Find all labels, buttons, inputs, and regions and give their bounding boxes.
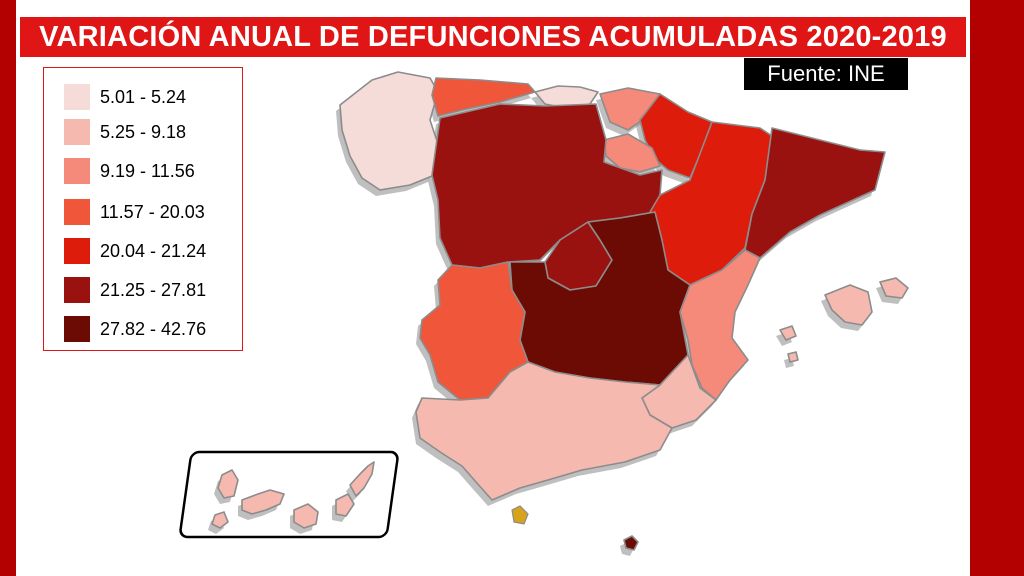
legend-item: 9.19 - 11.56 <box>64 158 239 184</box>
region-illes-balears-part-3 <box>779 325 797 341</box>
legend-swatch <box>64 84 90 110</box>
region-illes-balears-part-4 <box>787 351 799 363</box>
legend-swatch <box>64 238 90 264</box>
legend-item: 5.01 - 5.24 <box>64 84 239 110</box>
legend-swatch <box>64 316 90 342</box>
source-label: Fuente: INE <box>744 58 908 90</box>
legend-label: 9.19 - 11.56 <box>100 161 195 181</box>
legend-label: 11.57 - 20.03 <box>100 202 205 222</box>
region-comunitat-valenciana <box>679 249 761 401</box>
region-la-rioja <box>603 133 661 173</box>
region-canarias-part-6 <box>349 461 375 497</box>
legend-item: 20.04 - 21.24 <box>64 238 239 264</box>
legend: 5.01 - 5.24 5.25 - 9.18 9.19 - 11.56 11.57 … <box>43 67 243 351</box>
legend-item: 11.57 - 20.03 <box>64 199 239 225</box>
regions-layer <box>208 71 909 556</box>
region-cataluna <box>744 127 886 259</box>
region-andalucia <box>415 361 673 501</box>
page-title: VARIACIÓN ANUAL DE DEFUNCIONES ACUMULADA… <box>20 17 966 57</box>
region-canarias-part-2 <box>211 511 229 529</box>
region-ceuta <box>511 505 529 525</box>
region-asturias <box>431 77 536 117</box>
region-canarias-part-1 <box>217 469 239 499</box>
canary-islands-inset-box <box>179 450 399 539</box>
legend-swatch <box>64 277 90 303</box>
legend-label: 21.25 - 27.81 <box>100 280 207 300</box>
region-cantabria <box>534 85 599 109</box>
region-canarias-part-4 <box>293 503 319 529</box>
legend-label: 5.01 - 5.24 <box>100 87 187 107</box>
region-canarias-part-3 <box>241 489 285 515</box>
legend-swatch <box>64 199 90 225</box>
region-navarra <box>639 93 713 179</box>
legend-label: 5.25 - 9.18 <box>100 122 187 142</box>
legend-label: 27.82 - 42.76 <box>100 319 207 339</box>
legend-label: 20.04 - 21.24 <box>100 241 207 261</box>
region-melilla <box>623 535 639 551</box>
region-illes-balears-part-1 <box>824 284 873 326</box>
legend-swatch <box>64 119 90 145</box>
legend-item: 21.25 - 27.81 <box>64 277 239 303</box>
legend-swatch <box>64 158 90 184</box>
legend-item: 27.82 - 42.76 <box>64 316 239 342</box>
region-canarias-part-5 <box>335 493 355 517</box>
region-illes-balears-part-2 <box>879 277 909 299</box>
legend-item: 5.25 - 9.18 <box>64 119 239 145</box>
